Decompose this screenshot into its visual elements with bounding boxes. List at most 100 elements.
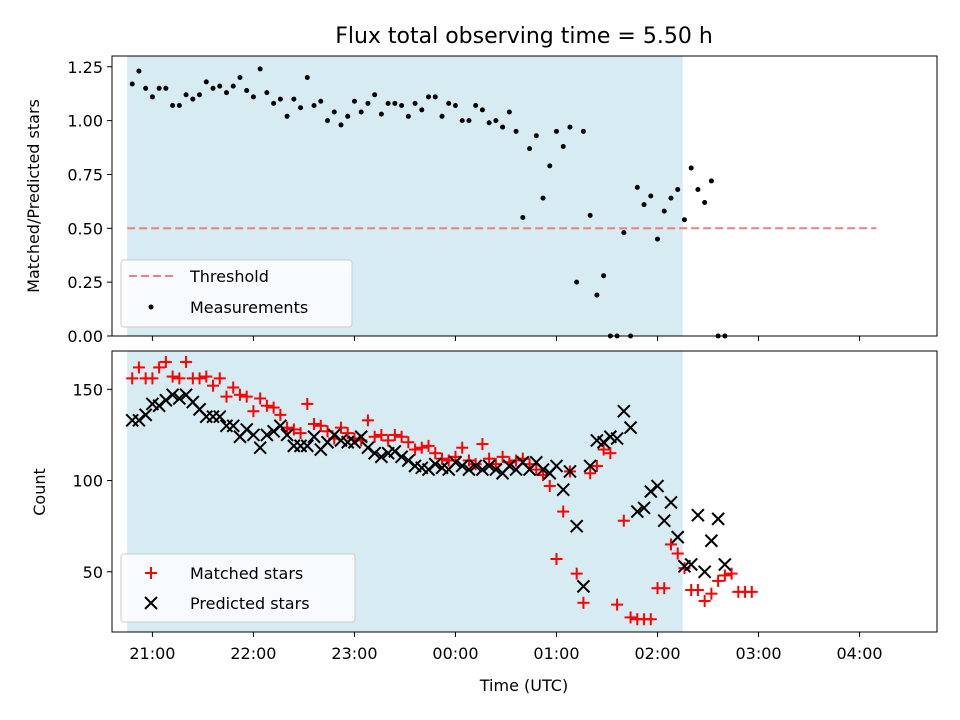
measurement-point: [621, 230, 627, 236]
legend-predicted-swatch: [144, 596, 158, 610]
measurement-point: [291, 96, 297, 102]
x-tick-label: 01:00: [533, 644, 579, 663]
measurement-point: [446, 100, 452, 106]
measurement-point: [527, 146, 533, 152]
measurement-point: [392, 100, 398, 106]
matched-stars-point: [334, 421, 347, 434]
predicted-stars-point: [576, 579, 591, 594]
matched-stars-point: [705, 587, 718, 600]
predicted-stars-point: [617, 404, 631, 418]
predicted-stars-point: [671, 530, 685, 544]
legend-measurements-label: Measurements: [190, 298, 308, 317]
predicted-stars-point: [563, 464, 577, 479]
measurement-point: [129, 81, 135, 87]
measurement-point: [473, 103, 479, 109]
predicted-stars-point: [455, 459, 469, 473]
bottom-points: [125, 355, 758, 626]
matched-stars-point: [671, 547, 684, 560]
predicted-stars-point: [475, 462, 490, 477]
bottom-y-axis-label: Count: [30, 468, 49, 516]
matched-stars-point: [267, 401, 280, 414]
predicted-stars-point: [253, 441, 267, 455]
matched-stars-point: [691, 584, 704, 597]
x-axis-label: Time (UTC): [479, 676, 568, 695]
measurement-point: [560, 143, 566, 149]
measurement-point: [634, 184, 640, 190]
measurement-point: [513, 128, 519, 134]
measurement-point: [298, 105, 304, 111]
legend-matched-label: Matched stars: [190, 564, 303, 583]
matched-stars-point: [725, 567, 738, 580]
measurement-point: [230, 83, 236, 89]
measurement-point: [533, 133, 539, 139]
matched-stars-point: [617, 514, 630, 527]
measurement-point: [345, 113, 351, 119]
bottom-x-ticks: 21:00 22:00 23:00 00:00 01:00 02:00 03:00 04:00: [129, 632, 883, 663]
measurement-point: [284, 113, 290, 119]
legend-threshold-label: Threshold: [189, 267, 269, 286]
measurement-point: [237, 75, 243, 81]
bottom-y-tick-label: 150: [72, 380, 103, 399]
top-y-axis-label: Matched/Predicted stars: [24, 99, 43, 293]
predicted-stars-point: [226, 419, 240, 433]
measurement-point: [304, 75, 310, 81]
matched-stars-point: [159, 355, 172, 368]
matched-stars-point: [456, 441, 469, 454]
matched-stars-point: [658, 582, 671, 595]
measurement-point: [641, 202, 647, 208]
predicted-stars-point: [367, 446, 382, 460]
matched-stars-point: [260, 399, 273, 412]
matched-stars-point: [718, 569, 731, 582]
predicted-stars-point: [657, 513, 671, 528]
matched-stars-point: [577, 596, 590, 609]
matched-stars-point: [308, 417, 321, 430]
measurement-point: [426, 94, 432, 100]
predicted-stars-point: [260, 428, 274, 442]
measurement-point: [156, 85, 162, 91]
matched-stars-point: [611, 598, 624, 611]
predicted-stars-point: [428, 457, 442, 471]
matched-stars-point: [624, 611, 637, 624]
predicted-stars-point: [482, 459, 496, 473]
measurement-point: [412, 100, 418, 106]
legend-predicted-label: Predicted stars: [190, 594, 310, 613]
predicted-stars-point: [394, 450, 409, 464]
matched-stars-point: [388, 428, 401, 441]
matched-stars-point: [240, 390, 253, 403]
measurement-point: [439, 113, 445, 119]
measurement-point: [385, 100, 391, 106]
measurement-point: [553, 128, 559, 134]
measurement-point: [257, 66, 263, 72]
top-y-tick-label: 0.75: [67, 165, 103, 184]
top-y-tick-label: 0.25: [67, 273, 103, 292]
matched-stars-point: [180, 355, 193, 368]
measurement-point: [540, 195, 546, 201]
measurement-point: [190, 96, 196, 102]
measurement-point: [567, 124, 573, 130]
matched-stars-point: [496, 450, 509, 463]
predicted-stars-point: [462, 462, 476, 477]
measurement-point: [419, 107, 425, 113]
measurement-point: [500, 124, 506, 130]
top-points: [129, 66, 728, 339]
matched-stars-point: [213, 372, 226, 385]
x-tick-label: 22:00: [230, 644, 276, 663]
measurement-point: [547, 163, 553, 169]
predicted-stars-point: [213, 409, 227, 424]
matched-stars-point: [570, 567, 583, 580]
matched-stars-point: [233, 388, 246, 401]
bottom-axes-frame: [111, 350, 938, 633]
predicted-stars-point: [138, 408, 153, 422]
measurement-point: [217, 83, 223, 89]
measurement-point: [163, 85, 169, 91]
matched-stars-point: [153, 361, 166, 374]
measurement-point: [358, 109, 364, 115]
matched-stars-point: [584, 467, 597, 480]
matched-stars-point: [314, 419, 327, 432]
matched-stars-point: [530, 463, 543, 476]
measurement-point: [176, 103, 182, 109]
matched-stars-point: [712, 574, 725, 587]
measurement-point: [574, 279, 580, 285]
predicted-stars-point: [718, 557, 732, 572]
measurement-point: [506, 109, 512, 115]
